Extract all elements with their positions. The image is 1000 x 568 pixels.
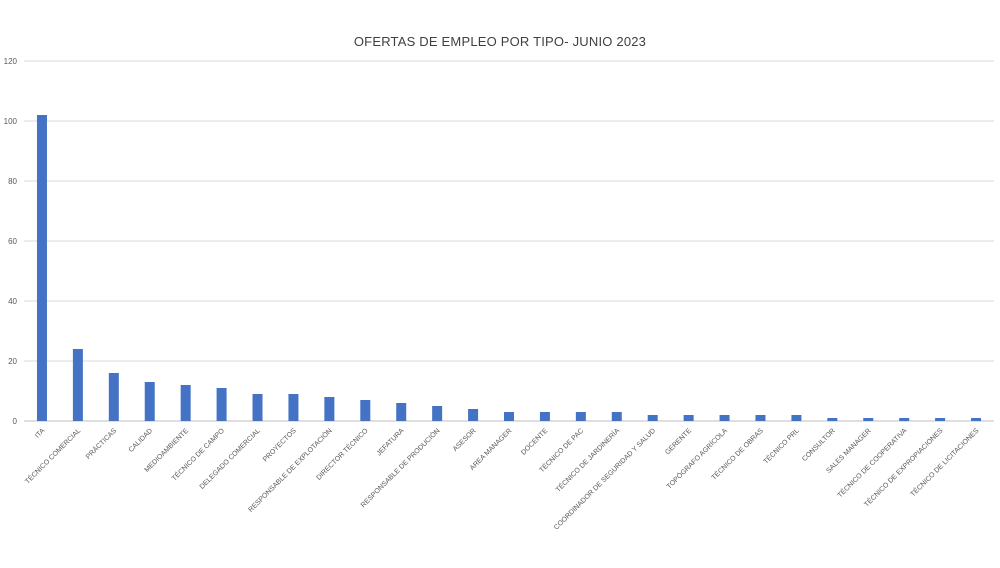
x-category-label: RESPONSABLE DE PRODUCIÓN	[358, 426, 441, 509]
x-category-label: DELEGADO COMERCIAL	[199, 427, 262, 490]
x-category-label: TÉCNICO DE COOPERATIVA	[835, 426, 909, 500]
bar	[827, 418, 838, 421]
x-category-label: DOCENTE	[520, 427, 549, 456]
x-category-label: CALIDAD	[128, 427, 154, 453]
bar	[755, 415, 766, 421]
bar	[108, 373, 119, 421]
y-axis-ticks: 0 20 40 60 80 100 120	[4, 57, 18, 426]
bar	[252, 394, 263, 421]
y-tick-label: 20	[8, 357, 17, 366]
bar	[504, 412, 514, 421]
bar	[719, 415, 730, 421]
x-category-label: PROYECTOS	[262, 427, 298, 463]
gridlines	[24, 60, 994, 422]
x-category-label: GERENTE	[664, 427, 693, 456]
bars	[36, 115, 982, 421]
y-tick-label: 40	[8, 297, 17, 306]
x-category-label: TOPÓGRAFO AGRÍCOLA	[664, 426, 729, 491]
y-tick-label: 100	[4, 117, 18, 126]
bar	[216, 388, 227, 421]
chart-title: OFERTAS DE EMPLEO POR TIPO- JUNIO 2023	[353, 34, 647, 49]
bar	[180, 385, 191, 421]
bar	[539, 412, 550, 421]
bar	[971, 418, 982, 421]
x-category-label: ITA	[34, 427, 47, 440]
bar	[647, 415, 658, 421]
x-category-label: TÉCNICO DE JARDINERÍA	[553, 426, 621, 494]
x-category-label: TÉCNICO DE LICITACIONES	[908, 426, 981, 499]
y-tick-label: 80	[8, 177, 17, 186]
x-category-label: TÉCNICO PRL	[761, 426, 801, 466]
bar	[468, 409, 479, 421]
x-category-label: JEFATURA	[376, 427, 406, 457]
x-category-label: CONSULTOR	[801, 427, 837, 463]
bar	[791, 415, 802, 421]
bar	[935, 418, 946, 421]
bar	[432, 406, 443, 421]
x-category-label: TÉCNICO COMERCIAL	[23, 426, 83, 486]
bar	[611, 412, 622, 421]
bar	[360, 400, 371, 421]
bar	[575, 412, 586, 421]
bar	[899, 418, 910, 421]
bar	[683, 415, 694, 421]
bar	[144, 382, 155, 421]
bar	[72, 349, 83, 421]
x-category-label: ASESOR	[452, 427, 478, 453]
bar	[396, 403, 407, 421]
x-category-label: PRÁCTICAS	[84, 426, 119, 461]
y-tick-label: 0	[13, 417, 18, 426]
bar	[36, 115, 47, 421]
bar	[863, 418, 874, 421]
x-category-label: TÉCNICO DE EXPROPIACIONES	[862, 426, 945, 509]
bar	[324, 397, 335, 421]
y-tick-label: 120	[4, 57, 18, 66]
bar	[288, 394, 299, 421]
y-tick-label: 60	[8, 237, 17, 246]
